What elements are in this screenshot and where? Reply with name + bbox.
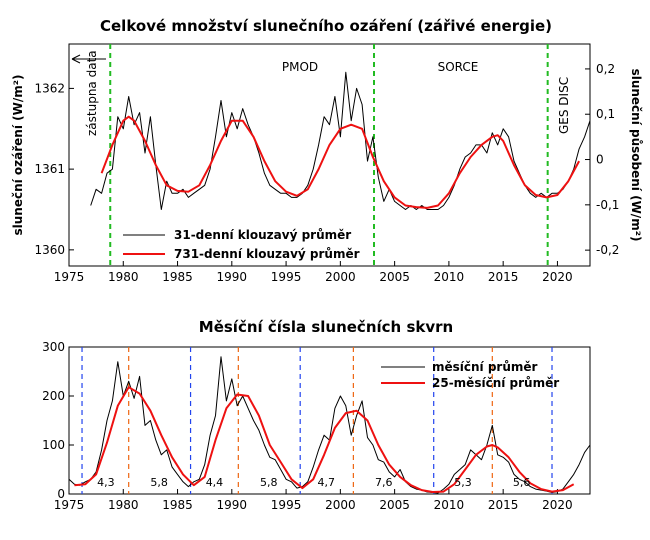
tsi-series: [90, 71, 591, 210]
x-tick-label-1980: 1980: [108, 498, 139, 512]
sunspot-cycle-markers: [81, 347, 553, 494]
x-tick-label-2015: 2015: [488, 498, 519, 512]
sunspot-chart-title: Měsíční čísla slunečních skvrn: [199, 318, 453, 336]
annotation-sorce: SORCE: [438, 60, 479, 74]
series-line-smoothed: [74, 386, 575, 493]
sunspot-x-axis: 1975 1980 1985 1990 1995 2000 2005 2010 2015 2020: [54, 489, 573, 512]
sunspot-chart: Měsíční čísla slunečních skvrn 1975 1980 1…: [42, 318, 591, 512]
tsi-y-axis-label-right: sluneční působení (W/m²): [629, 69, 643, 242]
series-line-31day: [90, 71, 591, 210]
y-right-tick-label-1: -0,1: [596, 198, 619, 212]
tsi-plot-frame: [68, 43, 591, 267]
tsi-y-axis-label: sluneční ozáření (W/m²): [11, 75, 25, 236]
tsi-y-axis-right: -0,2 -0,1 0 0,1 0,2: [585, 62, 619, 257]
x-tick-label-1980: 1980: [108, 270, 139, 284]
series-line-731day: [100, 115, 580, 209]
annotation-proxy-data: zástupna data: [85, 50, 99, 136]
x-tick-label-2005: 2005: [379, 270, 410, 284]
x-tick-label-2005: 2005: [379, 498, 410, 512]
x-tick-label-2000: 2000: [325, 498, 356, 512]
sunspot-legend: měsíční průměr 25-měsíční průměr: [381, 360, 559, 390]
tsi-legend: 31-denní klouzavý průměr 731-denní klouz…: [123, 228, 360, 261]
cycle-duration-label-5: 7,6: [375, 476, 393, 489]
cycle-duration-label-3: 5,8: [260, 476, 278, 489]
cycle-duration-label-2: 4,4: [206, 476, 224, 489]
tsi-dataset-markers: [109, 44, 549, 266]
x-tick-label-1985: 1985: [162, 270, 193, 284]
x-tick-label-1995: 1995: [271, 498, 302, 512]
proxy-period-arrowhead-icon: [71, 54, 81, 64]
x-tick-label-2020: 2020: [542, 270, 573, 284]
annotation-pmod: PMOD: [282, 60, 318, 74]
x-tick-label-2015: 2015: [488, 270, 519, 284]
y-tick-label-1360: 1360: [34, 243, 65, 257]
cycle-duration-label-1: 5,8: [150, 476, 168, 489]
x-tick-label-2010: 2010: [434, 270, 465, 284]
x-tick-label-2020: 2020: [542, 498, 573, 512]
y-right-tick-label-3: 0,1: [596, 107, 615, 121]
cycle-duration-labels: 4,3 5,8 4,4 5,8 4,7 7,6 5,3 5,6: [97, 476, 530, 489]
tsi-x-axis: 1975 1980 1985 1990 1995 2000 2005 2010 2015 2020: [54, 261, 573, 284]
annotation-ges-disc: GES DISC: [557, 77, 571, 134]
cycle-duration-label-4: 4,7: [317, 476, 335, 489]
x-tick-label-1975: 1975: [54, 270, 85, 284]
x-tick-label-1995: 1995: [271, 270, 302, 284]
y-right-tick-label-2: 0: [596, 153, 604, 167]
sunspot-series: [68, 356, 591, 494]
x-tick-label-1975: 1975: [54, 498, 85, 512]
cycle-duration-label-0: 4,3: [97, 476, 115, 489]
x-tick-label-1990: 1990: [217, 498, 248, 512]
tsi-y-axis-left: 1360 1361 1362: [34, 81, 74, 257]
y-right-tick-label-0: -0,2: [596, 243, 619, 257]
legend-label-731day: 731-denní klouzavý průměr: [174, 247, 360, 261]
x-tick-label-1990: 1990: [217, 270, 248, 284]
cycle-duration-label-6: 5,3: [454, 476, 472, 489]
x-tick-label-2000: 2000: [325, 270, 356, 284]
y-tick-label-200: 200: [42, 389, 65, 403]
legend-label-smoothed: 25-měsíční průměr: [432, 376, 559, 390]
x-tick-label-2010: 2010: [434, 498, 465, 512]
cycle-duration-label-7: 5,6: [513, 476, 531, 489]
y-tick-label-300: 300: [42, 340, 65, 354]
y-tick-label-100: 100: [42, 438, 65, 452]
y-tick-label-1361: 1361: [34, 162, 65, 176]
sunspot-y-axis: 0 100 200 300: [42, 340, 74, 501]
y-tick-label-1362: 1362: [34, 81, 65, 95]
legend-label-31day: 31-denní klouzavý průměr: [174, 228, 351, 242]
y-tick-label-0: 0: [57, 487, 65, 501]
tsi-chart-title: Celkové množství slunečního ozáření (zář…: [100, 17, 552, 35]
y-right-tick-label-4: 0,2: [596, 62, 615, 76]
legend-label-monthly: měsíční průměr: [432, 360, 538, 374]
x-tick-label-1985: 1985: [162, 498, 193, 512]
tsi-chart: Celkové množství slunečního ozáření (zář…: [11, 17, 643, 284]
sunspot-plot-frame: [68, 346, 591, 495]
